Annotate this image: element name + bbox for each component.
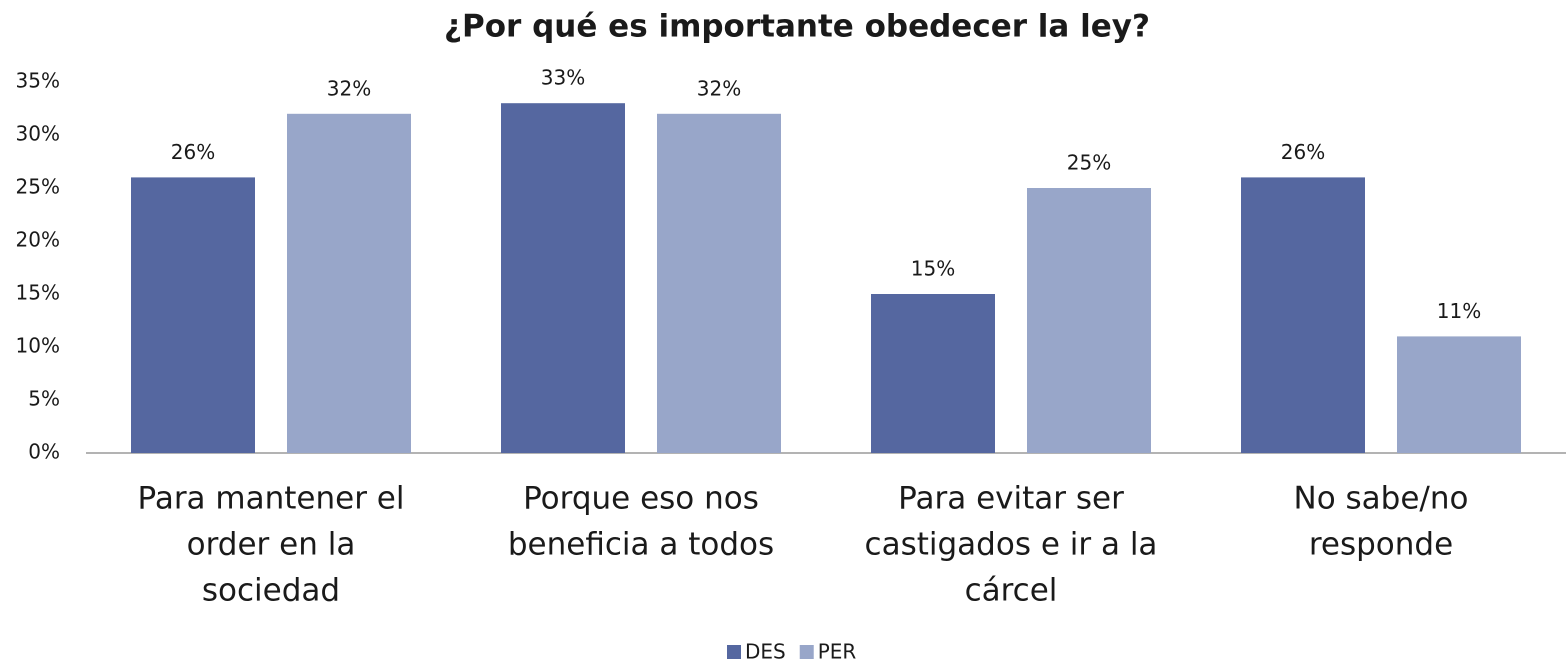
x-tick-label: Para evitar ser: [898, 481, 1124, 517]
x-tick-label: beneficia a todos: [508, 527, 774, 563]
x-tick-label: Para mantener el: [138, 481, 405, 517]
x-tick-label: sociedad: [202, 573, 340, 609]
x-tick-label: cárcel: [965, 573, 1058, 609]
bar: [1241, 177, 1365, 453]
x-tick-label: Porque eso nos: [523, 481, 759, 517]
legend-label: DES: [745, 640, 786, 664]
x-tick-label: responde: [1309, 527, 1453, 563]
y-tick-label: 15%: [16, 281, 60, 305]
x-tick-label: order en la: [187, 527, 356, 563]
y-tick-label: 0%: [28, 440, 60, 464]
y-tick-label: 30%: [16, 122, 60, 146]
bar: [287, 113, 411, 454]
legend-swatch: [727, 645, 741, 659]
y-tick-label: 25%: [16, 175, 60, 199]
x-tick-label: No sabe/no: [1294, 481, 1469, 517]
legend-label: PER: [818, 640, 857, 664]
bar: [501, 103, 625, 453]
value-label: 33%: [541, 66, 585, 90]
y-tick-label: 20%: [16, 228, 60, 252]
value-label: 11%: [1437, 299, 1481, 323]
value-label: 32%: [327, 76, 371, 100]
bar: [1397, 336, 1521, 453]
value-label: 32%: [697, 76, 741, 100]
bar: [871, 294, 995, 453]
chart-title: ¿Por qué es importante obedecer la ley?: [444, 9, 1150, 45]
legend-swatch: [799, 645, 814, 659]
bar: [657, 113, 781, 454]
value-label: 26%: [1281, 140, 1325, 164]
y-tick-label: 10%: [16, 334, 60, 358]
y-tick-label: 35%: [16, 69, 60, 93]
bar: [131, 177, 255, 453]
value-label: 25%: [1067, 151, 1111, 175]
y-tick-label: 5%: [28, 387, 60, 411]
x-tick-label: castigados e ir a la: [865, 527, 1158, 563]
value-label: 26%: [171, 140, 215, 164]
value-label: 15%: [911, 257, 955, 281]
bar: [1027, 188, 1151, 453]
